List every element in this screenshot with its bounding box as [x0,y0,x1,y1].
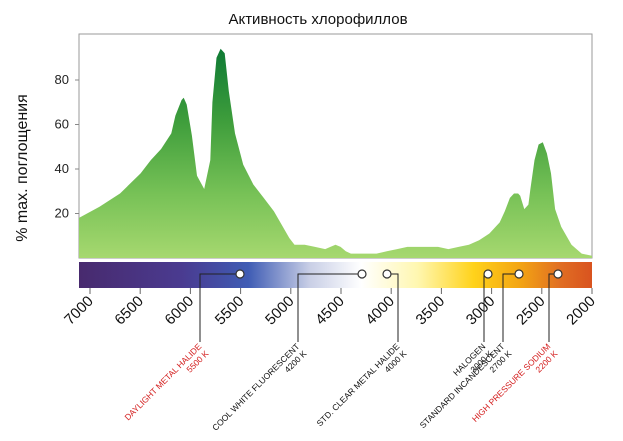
x-tick-label: 6000 [162,293,198,329]
lamp-name: COOL WHITE FLUORESCENT [210,341,301,432]
y-tick-label: 60 [55,117,69,132]
lamp-marker [553,269,563,279]
lamp-label: STD. CLEAR METAL HALIDE4000 K [315,341,409,435]
lamp-label: DAYLIGHT METAL HALIDE5500 K [122,341,210,429]
x-tick-label: 5000 [262,293,298,329]
x-tick-label: 5500 [212,293,248,329]
lamp-marker [483,269,493,279]
x-tick-label: 6500 [111,293,147,329]
x-tick-label: 3000 [463,293,499,329]
lamp-name: STD. CLEAR METAL HALIDE [315,341,402,428]
lamp-label: COOL WHITE FLUORESCENT4200 K [210,341,309,440]
x-tick-label: 7000 [61,293,97,329]
y-tick-label: 40 [55,161,69,176]
lamp-name: STANDARD INCANDESCENT [418,341,507,430]
color-temperature-bar [79,262,592,288]
y-axis-label: % max. поглощения [14,94,31,242]
lamp-leader-line [199,273,240,342]
lamp-markers: DAYLIGHT METAL HALIDE5500 K COOL WHITE FL… [122,269,563,440]
x-tick-label: 4000 [362,293,398,329]
x-tick-label: 3500 [413,293,449,329]
y-ticks: 20 40 60 80 [55,72,79,221]
lamp-name: DAYLIGHT METAL HALIDE [122,341,203,422]
lamp-marker [382,269,392,279]
y-tick-label: 20 [55,206,69,221]
lamp-marker [235,269,245,279]
x-tick-label: 4500 [312,293,348,329]
absorption-area [79,48,592,258]
lamp-marker [357,269,367,279]
y-tick-label: 80 [55,72,69,87]
lamp-leader-line [297,273,362,342]
lamp-marker [514,269,524,279]
x-tick-label: 2000 [563,293,599,329]
lamp-leader-line [502,273,519,342]
x-ticks: 7000 6500 6000 5500 5000 4500 4000 3500 3000 2500… [61,288,599,328]
chart-title: Активность хлорофиллов [228,11,407,28]
x-tick-label: 2500 [513,293,549,329]
